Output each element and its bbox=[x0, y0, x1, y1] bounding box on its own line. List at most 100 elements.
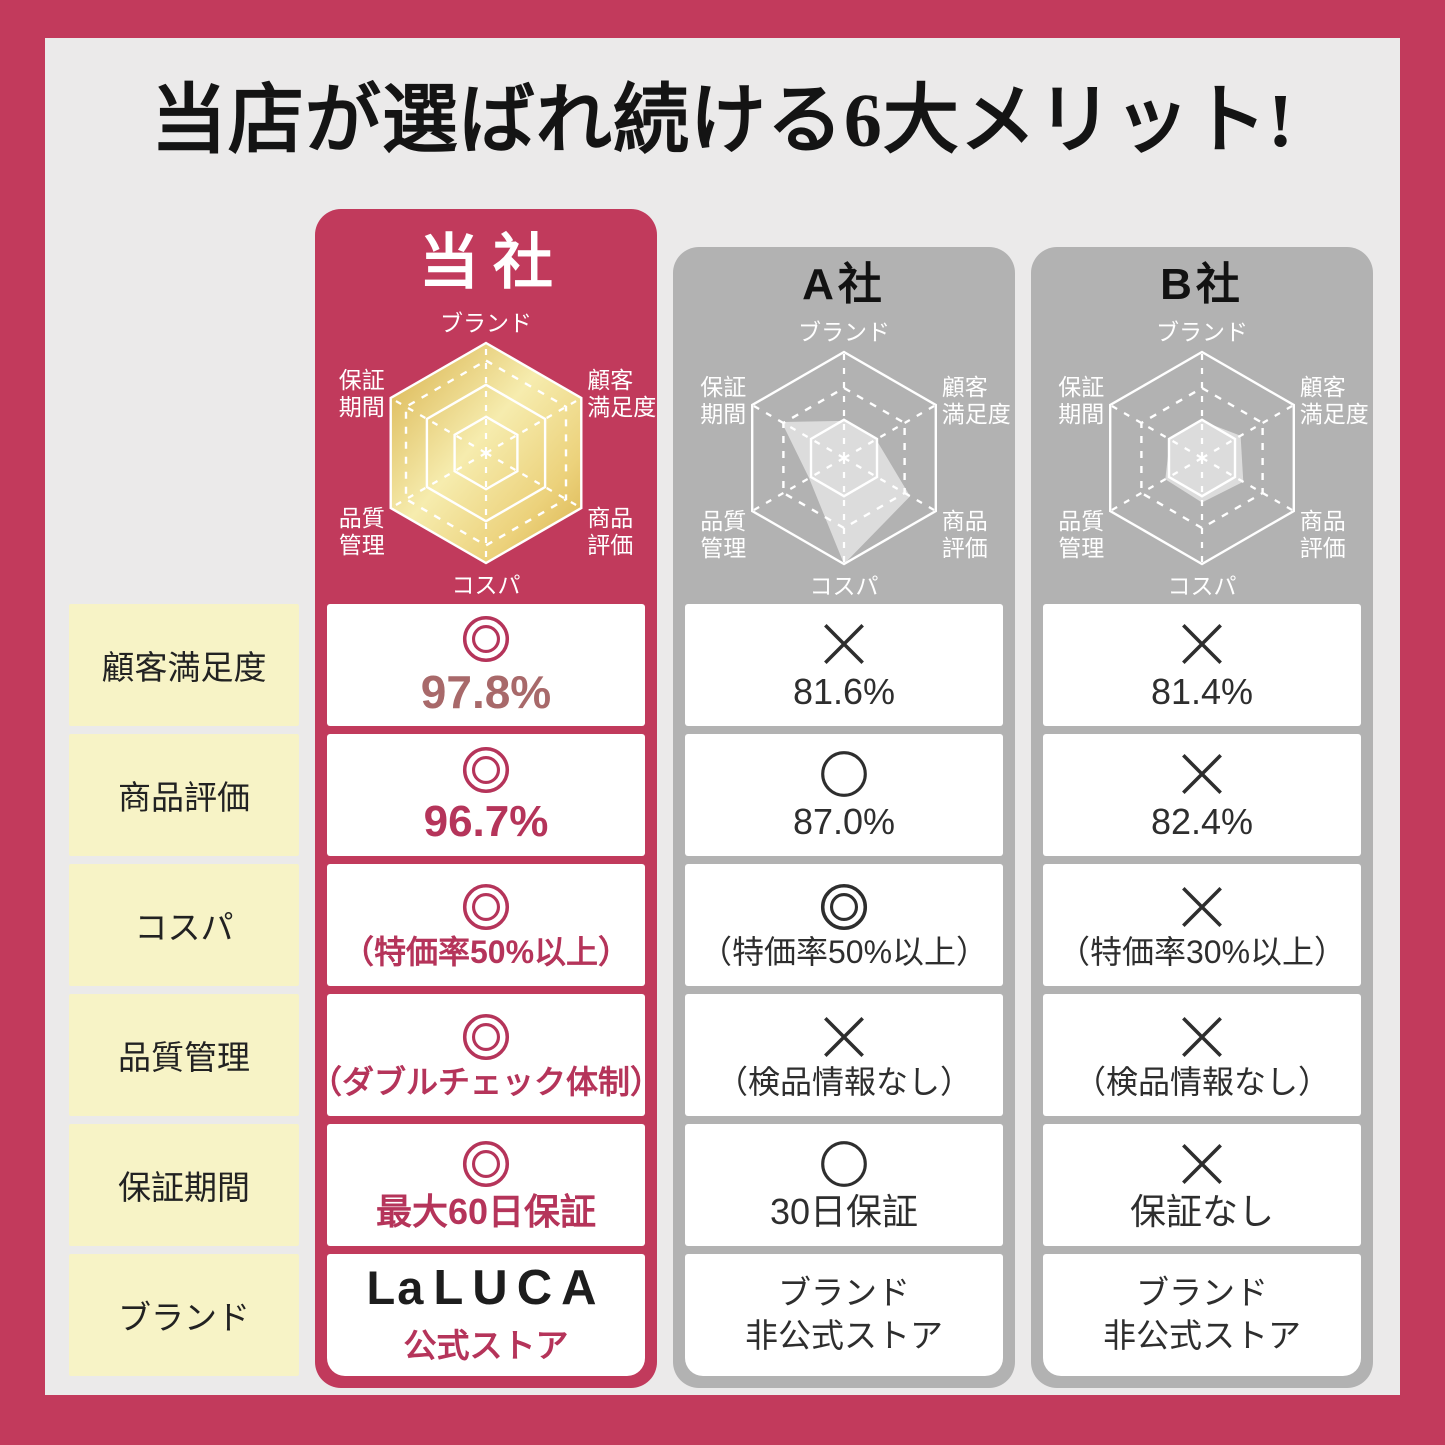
radar-axis-label: ブランド bbox=[440, 310, 532, 336]
cell-value: 最大60日保証 bbox=[375, 1191, 597, 1233]
radar-axis-label: 評価 bbox=[587, 532, 633, 558]
radar-axis-label: 保証 bbox=[339, 367, 385, 393]
radar-axis-label: 顧客 bbox=[942, 374, 988, 400]
radar-axis-label: 商品 bbox=[1300, 508, 1346, 534]
rating-icon-cross bbox=[1182, 886, 1222, 927]
rating-icon-cross bbox=[824, 1016, 864, 1057]
table-cell: 82.4% bbox=[1043, 734, 1361, 856]
cell-value: （検品情報なし） bbox=[715, 1063, 972, 1100]
table-cell: 最大60日保証 bbox=[327, 1124, 645, 1246]
row-label: ブランド bbox=[69, 1254, 299, 1376]
company-card-a: A社 ブランドコスパ 顧客 満足度商品 評価 品質 管理 保証 期間 81.6% 87.0% （特価… bbox=[673, 247, 1015, 1388]
radar-axis-label: 顧客 bbox=[1300, 374, 1346, 400]
row-label: 品質管理 bbox=[69, 994, 299, 1116]
cell-text: ブランド 非公式ストア bbox=[745, 1274, 943, 1354]
radar-axis-label: 期間 bbox=[1058, 401, 1104, 427]
cell-value: 81.4% bbox=[1150, 671, 1254, 713]
cell-value: （特価率30%以上） bbox=[1057, 933, 1347, 970]
page-background: 当店が選ばれ続ける6大メリット! 顧客満足度 商品評価 コスパ 品質管理 保証期間 ブラン… bbox=[45, 38, 1400, 1395]
radar-axis-label: 期間 bbox=[339, 394, 385, 420]
cell-value: （特価率50%以上） bbox=[699, 933, 989, 970]
cell-value: 96.7% bbox=[423, 796, 549, 846]
row-label: 保証期間 bbox=[69, 1124, 299, 1246]
company-header: B社 bbox=[1160, 260, 1244, 309]
table-cell: La LUCA 公式ストア bbox=[327, 1254, 645, 1376]
company-card-b: B社 ブランド コスパ 顧客 満足度 商品 評価 品質 管理 保証 期間 81.4% 82.4% （特価… bbox=[1031, 247, 1373, 1388]
company-header: 当社 bbox=[419, 229, 567, 296]
row-label-column: 顧客満足度 商品評価 コスパ 品質管理 保証期間 ブランド bbox=[69, 604, 299, 1384]
radar-axis-label: 評価 bbox=[942, 535, 988, 561]
table-cell: 30日保証 bbox=[685, 1124, 1003, 1246]
cell-value: （特価率50%以上） bbox=[341, 933, 631, 970]
rating-icon-cross bbox=[1182, 754, 1222, 795]
cell-value: 30日保証 bbox=[769, 1191, 919, 1233]
row-label: 商品評価 bbox=[69, 734, 299, 856]
radar-data-polygon bbox=[1165, 420, 1244, 503]
table-cell: 保証なし bbox=[1043, 1124, 1361, 1246]
radar-axis-label: 管理 bbox=[339, 532, 385, 558]
radar-axis-label: 期間 bbox=[700, 401, 746, 427]
table-cell: 81.6% bbox=[685, 604, 1003, 726]
radar-axis-label: 商品 bbox=[942, 508, 988, 534]
cell-value: （ダブルチェック体制） bbox=[310, 1063, 663, 1100]
cell-value: 81.6% bbox=[792, 671, 896, 713]
rating-icon-cross bbox=[1182, 624, 1222, 665]
rating-icon-circle bbox=[821, 1141, 867, 1188]
cell-value: 97.8% bbox=[420, 665, 552, 718]
radar-axis-label: 評価 bbox=[1300, 535, 1346, 561]
company-header: A社 bbox=[802, 260, 886, 309]
rating-icon-double-circle bbox=[462, 1141, 510, 1188]
brand-logo-subtitle: 公式ストア bbox=[403, 1326, 569, 1364]
rating-icon-cross bbox=[824, 624, 864, 665]
radar-data-polygon bbox=[781, 420, 911, 564]
row-label: コスパ bbox=[69, 864, 299, 986]
rating-icon-cross bbox=[1182, 1016, 1222, 1057]
radar-axis-label: 満足度 bbox=[1300, 401, 1369, 427]
table-cell: （検品情報なし） bbox=[1043, 994, 1361, 1116]
table-cell: （ダブルチェック体制） bbox=[310, 994, 662, 1116]
radar-axis-label: 満足度 bbox=[942, 401, 1011, 427]
radar-axis-label: 管理 bbox=[1058, 535, 1104, 561]
cell-value: 82.4% bbox=[1150, 801, 1254, 843]
table-cell: 96.7% bbox=[327, 734, 645, 856]
cell-value: （検品情報なし） bbox=[1073, 1063, 1330, 1100]
table-cell: ブランド 非公式ストア bbox=[685, 1254, 1003, 1376]
cell-value: 87.0% bbox=[792, 801, 896, 843]
table-cell: 81.4% bbox=[1043, 604, 1361, 726]
table-cell: （特価率50%以上） bbox=[685, 864, 1003, 986]
cell-text: ブランド 非公式ストア bbox=[1103, 1274, 1301, 1354]
radar-axis-label: 商品 bbox=[587, 505, 633, 531]
rating-icon-double-circle bbox=[820, 883, 868, 930]
radar-axis-label: 保証 bbox=[700, 374, 746, 400]
radar-axis-label: 品質 bbox=[339, 505, 385, 531]
rating-icon-cross bbox=[1182, 1144, 1222, 1185]
rating-icon-circle bbox=[821, 751, 867, 798]
radar-axis-label: 管理 bbox=[700, 535, 746, 561]
radar-axis-label: コスパ bbox=[452, 572, 521, 598]
radar-axis-label: 満足度 bbox=[587, 394, 656, 420]
radar-axis-label: ブランド bbox=[1156, 319, 1248, 345]
rating-icon-double-circle bbox=[462, 1013, 510, 1060]
rating-icon-double-circle bbox=[462, 883, 510, 930]
cell-value: 保証なし bbox=[1129, 1191, 1274, 1233]
radar-axis-label: ブランド bbox=[798, 319, 890, 345]
company-card-ours: 当社 ブランドコスパ 顧客 満足度商品 評価 品質 管理 保証 期間 97.8% 96.7% （特価… bbox=[310, 209, 662, 1388]
radar-axis-label: 保証 bbox=[1058, 374, 1104, 400]
page-title: 当店が選ばれ続ける6大メリット! bbox=[150, 79, 1295, 163]
comparison-layout: 顧客満足度 商品評価 コスパ 品質管理 保証期間 ブランド 当社 ブランド コスパ 顧客 満足度… bbox=[45, 195, 1400, 1388]
radar-axis-label: コスパ bbox=[810, 573, 879, 599]
table-cell: （検品情報なし） bbox=[685, 994, 1003, 1116]
radar-axis-label: 顧客 bbox=[587, 367, 633, 393]
radar-axis-label: コスパ bbox=[1168, 573, 1237, 599]
table-cell: 87.0% bbox=[685, 734, 1003, 856]
table-cell: （特価率30%以上） bbox=[1043, 864, 1361, 986]
table-cell: ブランド 非公式ストア bbox=[1043, 1254, 1361, 1376]
radar-axis-label: 品質 bbox=[700, 508, 746, 534]
rating-icon-double-circle bbox=[462, 615, 510, 662]
rating-icon-double-circle bbox=[462, 746, 510, 793]
table-cell: （特価率50%以上） bbox=[327, 864, 645, 986]
